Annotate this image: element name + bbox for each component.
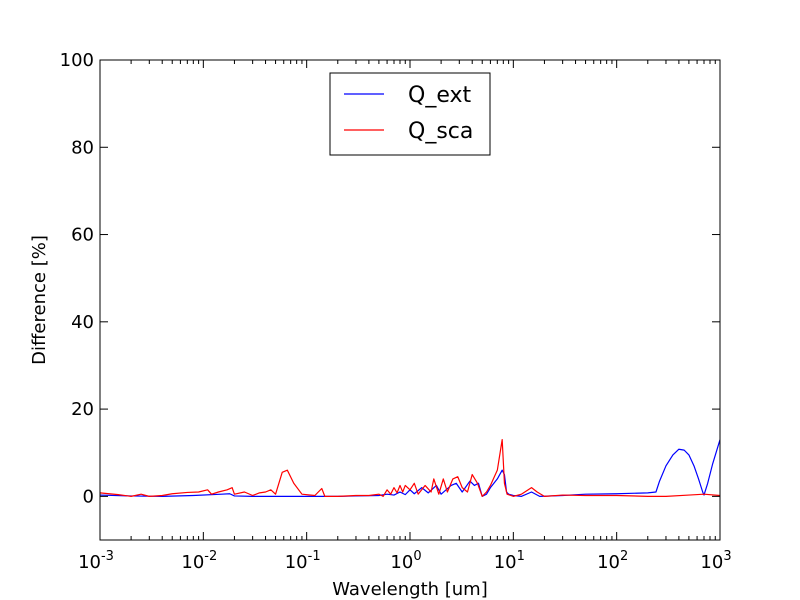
x-tick-label: 10-1 bbox=[285, 549, 321, 573]
y-tick-label: 20 bbox=[71, 399, 94, 420]
x-tick-label: 100 bbox=[390, 549, 421, 573]
y-tick-label: 100 bbox=[60, 50, 94, 71]
y-tick-label: 80 bbox=[71, 137, 94, 158]
x-tick-label: 102 bbox=[597, 549, 628, 573]
legend-label-q-ext: Q_ext bbox=[408, 83, 471, 108]
y-tick-label: 40 bbox=[71, 312, 94, 333]
series-line-q-sca bbox=[100, 439, 720, 497]
series-layer bbox=[100, 439, 720, 497]
x-tick-label: 10-2 bbox=[181, 549, 217, 573]
x-tick-label: 10-3 bbox=[78, 549, 114, 573]
labels-layer: 10-3 10-2 10-1 100 101 102 103 0 20 40 60 80 100 bbox=[60, 50, 732, 573]
legend-label-q-sca: Q_sca bbox=[408, 119, 473, 144]
y-tick-label: 60 bbox=[71, 225, 94, 246]
y-tick-label: 0 bbox=[83, 486, 94, 507]
legend: Q_ext Q_sca bbox=[329, 72, 491, 156]
x-tick-label: 101 bbox=[494, 549, 525, 573]
ticks-layer bbox=[99, 59, 721, 540]
legend-frame bbox=[329, 72, 491, 156]
x-tick-label: 103 bbox=[700, 549, 731, 573]
x-axis-label: Wavelength [um] bbox=[332, 579, 488, 600]
y-axis-label: Difference [%] bbox=[29, 235, 50, 365]
